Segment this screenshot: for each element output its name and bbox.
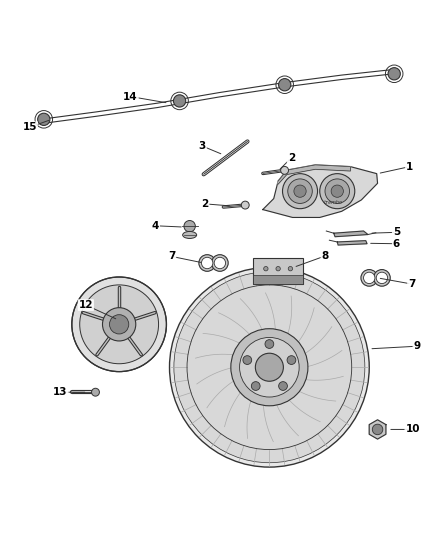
Text: 5: 5: [393, 228, 400, 237]
Circle shape: [287, 356, 296, 365]
Circle shape: [281, 166, 289, 174]
Polygon shape: [337, 241, 367, 245]
Circle shape: [174, 272, 365, 463]
Circle shape: [374, 270, 390, 286]
Text: 14: 14: [123, 92, 138, 102]
Polygon shape: [334, 231, 368, 237]
Circle shape: [294, 185, 306, 197]
Text: 4: 4: [152, 221, 159, 231]
Circle shape: [361, 270, 378, 286]
Circle shape: [279, 382, 287, 390]
Circle shape: [320, 174, 355, 209]
Text: 9: 9: [413, 341, 420, 351]
Text: 3: 3: [199, 141, 206, 151]
Circle shape: [110, 314, 129, 334]
Polygon shape: [263, 165, 378, 217]
Text: 12: 12: [78, 300, 93, 310]
Circle shape: [376, 272, 388, 284]
Text: 7: 7: [408, 279, 415, 289]
Circle shape: [212, 255, 228, 271]
Text: 6: 6: [393, 239, 400, 249]
Circle shape: [265, 340, 274, 349]
Bar: [253, 258, 303, 284]
Circle shape: [173, 95, 186, 107]
Text: 10: 10: [405, 424, 420, 434]
Polygon shape: [278, 165, 350, 184]
Text: 15: 15: [22, 122, 37, 132]
Circle shape: [264, 266, 268, 271]
Circle shape: [251, 382, 260, 390]
Circle shape: [364, 272, 375, 284]
Circle shape: [372, 424, 383, 435]
Circle shape: [283, 174, 318, 209]
Circle shape: [241, 201, 249, 209]
Text: 8: 8: [321, 251, 328, 261]
Polygon shape: [369, 420, 386, 439]
Circle shape: [214, 257, 226, 269]
Circle shape: [80, 285, 159, 364]
Circle shape: [276, 266, 280, 271]
Circle shape: [231, 329, 308, 406]
Circle shape: [201, 257, 213, 269]
Text: brembo: brembo: [323, 200, 343, 206]
Text: 7: 7: [168, 252, 175, 261]
Circle shape: [255, 353, 283, 381]
Circle shape: [331, 185, 343, 197]
Circle shape: [184, 221, 195, 232]
Circle shape: [170, 268, 369, 467]
Circle shape: [288, 266, 293, 271]
Text: 1: 1: [406, 161, 413, 172]
Circle shape: [388, 68, 400, 80]
Circle shape: [240, 337, 299, 397]
Ellipse shape: [183, 231, 197, 238]
Bar: [253, 275, 303, 284]
Circle shape: [92, 388, 99, 396]
Circle shape: [243, 356, 252, 365]
Circle shape: [199, 255, 215, 271]
Circle shape: [325, 179, 350, 204]
Text: 13: 13: [53, 387, 68, 397]
Circle shape: [102, 308, 136, 341]
Circle shape: [38, 113, 50, 125]
Circle shape: [279, 78, 291, 91]
Circle shape: [288, 179, 312, 204]
Circle shape: [72, 277, 166, 372]
Text: 2: 2: [288, 153, 295, 163]
Text: 2: 2: [201, 199, 208, 209]
